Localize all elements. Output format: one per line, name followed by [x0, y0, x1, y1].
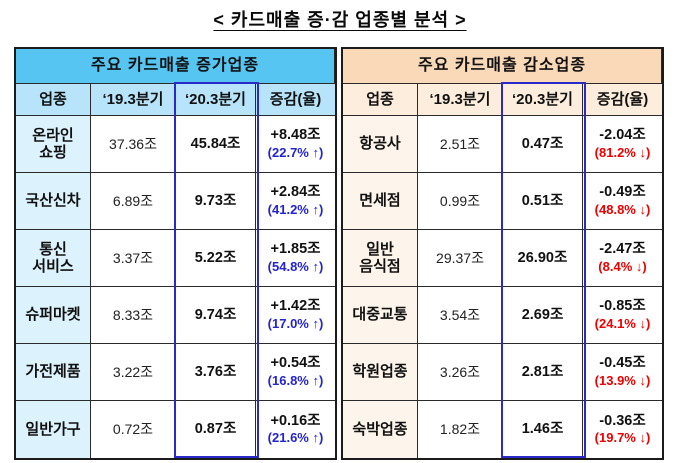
delta-rate: (22.7% ↑) — [267, 144, 324, 160]
delta-rate: (24.1% ↓) — [594, 315, 651, 331]
table-row-q19: 3.37조 — [91, 230, 176, 287]
decrease-col-header-delta: 증감(율) — [583, 84, 662, 116]
decrease-col-header-category: 업종 — [343, 84, 418, 116]
decrease-table-title: 주요 카드매출 감소업종 — [343, 49, 662, 84]
table-row-q20: 2.69조 — [503, 287, 583, 344]
decrease-col-header-q19: ‘19.3분기 — [418, 84, 503, 116]
table-row-q20: 45.84조 — [176, 116, 256, 173]
table-row-category: 숙박업종 — [343, 401, 418, 458]
table-row-category: 대중교통 — [343, 287, 418, 344]
delta-value: +1.42조 — [270, 298, 321, 315]
table-row-category: 국산신차 — [16, 173, 91, 230]
increase-table: 주요 카드매출 증가업종 업종 ‘19.3분기 ‘20.3분기 증감(율) 온라… — [14, 47, 337, 460]
table-row-delta: +0.54조 (16.8% ↑) — [256, 344, 335, 401]
table-row-delta: +8.48조 (22.7% ↑) — [256, 116, 335, 173]
table-row-q19: 3.26조 — [418, 344, 503, 401]
table-row-q20: 3.76조 — [176, 344, 256, 401]
delta-value: +0.16조 — [270, 412, 321, 429]
table-row-q20: 0.47조 — [503, 116, 583, 173]
table-row-delta: +2.84조 (41.2% ↑) — [256, 173, 335, 230]
table-row-q19: 8.33조 — [91, 287, 176, 344]
delta-value: +8.48조 — [270, 127, 321, 144]
table-row-delta: +1.85조 (54.8% ↑) — [256, 230, 335, 287]
table-row-q19: 0.72조 — [91, 401, 176, 458]
delta-value: -0.49조 — [599, 184, 646, 201]
table-row-q19: 6.89조 — [91, 173, 176, 230]
table-row-delta: -0.36조 (19.7% ↓) — [583, 401, 662, 458]
delta-rate: (54.8% ↑) — [267, 258, 324, 274]
delta-rate: (81.2% ↓) — [594, 144, 651, 160]
delta-rate: (41.2% ↑) — [267, 201, 324, 217]
table-row-q19: 1.82조 — [418, 401, 503, 458]
delta-rate: (17.0% ↑) — [267, 315, 324, 331]
decrease-table: 주요 카드매출 감소업종 업종 ‘19.3분기 ‘20.3분기 증감(율) 항공… — [341, 47, 664, 460]
table-row-category: 슈퍼마켓 — [16, 287, 91, 344]
delta-rate: (19.7% ↓) — [594, 430, 651, 446]
delta-value: +1.85조 — [270, 241, 321, 258]
table-row-q20: 1.46조 — [503, 401, 583, 458]
delta-value: -0.85조 — [599, 298, 646, 315]
increase-col-header-q20: ‘20.3분기 — [176, 84, 256, 116]
table-row-delta: -0.49조 (48.8% ↓) — [583, 173, 662, 230]
table-row-q20: 5.22조 — [176, 230, 256, 287]
table-row-q19: 0.99조 — [418, 173, 503, 230]
page-title: < 카드매출 증·감 업종별 분석 > — [213, 10, 467, 30]
table-row-category: 온라인 쇼핑 — [16, 116, 91, 173]
table-row-category: 일반가구 — [16, 401, 91, 458]
table-row-q20: 9.74조 — [176, 287, 256, 344]
table-row-q19: 3.22조 — [91, 344, 176, 401]
table-row-q20: 2.81조 — [503, 344, 583, 401]
increase-table-title: 주요 카드매출 증가업종 — [16, 49, 335, 84]
table-row-q19: 29.37조 — [418, 230, 503, 287]
table-row-delta: +0.16조 (21.6% ↑) — [256, 401, 335, 458]
table-row-q19: 2.51조 — [418, 116, 503, 173]
table-row-delta: -0.85조 (24.1% ↓) — [583, 287, 662, 344]
delta-value: -2.04조 — [599, 127, 646, 144]
tables-container: 주요 카드매출 증가업종 업종 ‘19.3분기 ‘20.3분기 증감(율) 온라… — [14, 47, 664, 460]
table-row-category: 통신 서비스 — [16, 230, 91, 287]
table-row-category: 면세점 — [343, 173, 418, 230]
delta-value: -0.36조 — [599, 412, 646, 429]
increase-col-header-delta: 증감(율) — [256, 84, 335, 116]
delta-rate: (48.8% ↓) — [594, 201, 651, 217]
delta-value: +0.54조 — [270, 355, 321, 372]
delta-rate: (21.6% ↑) — [267, 430, 324, 446]
table-row-q20: 0.87조 — [176, 401, 256, 458]
table-row-delta: -0.45조 (13.9% ↓) — [583, 344, 662, 401]
delta-rate: (8.4% ↓) — [598, 258, 647, 274]
delta-value: -0.45조 — [599, 355, 646, 372]
delta-rate: (16.8% ↑) — [267, 372, 324, 388]
table-row-category: 항공사 — [343, 116, 418, 173]
increase-col-header-q19: ‘19.3분기 — [91, 84, 176, 116]
table-row-category: 가전제품 — [16, 344, 91, 401]
table-row-delta: +1.42조 (17.0% ↑) — [256, 287, 335, 344]
decrease-col-header-q20: ‘20.3분기 — [503, 84, 583, 116]
delta-rate: (13.9% ↓) — [594, 372, 651, 388]
increase-col-header-category: 업종 — [16, 84, 91, 116]
table-row-q20: 9.73조 — [176, 173, 256, 230]
table-row-q20: 0.51조 — [503, 173, 583, 230]
delta-value: +2.84조 — [270, 184, 321, 201]
table-row-q19: 37.36조 — [91, 116, 176, 173]
table-row-category: 일반 음식점 — [343, 230, 418, 287]
table-row-category: 학원업종 — [343, 344, 418, 401]
table-row-delta: -2.04조 (81.2% ↓) — [583, 116, 662, 173]
table-row-q20: 26.90조 — [503, 230, 583, 287]
table-row-q19: 3.54조 — [418, 287, 503, 344]
table-row-delta: -2.47조 (8.4% ↓) — [583, 230, 662, 287]
delta-value: -2.47조 — [599, 241, 646, 258]
